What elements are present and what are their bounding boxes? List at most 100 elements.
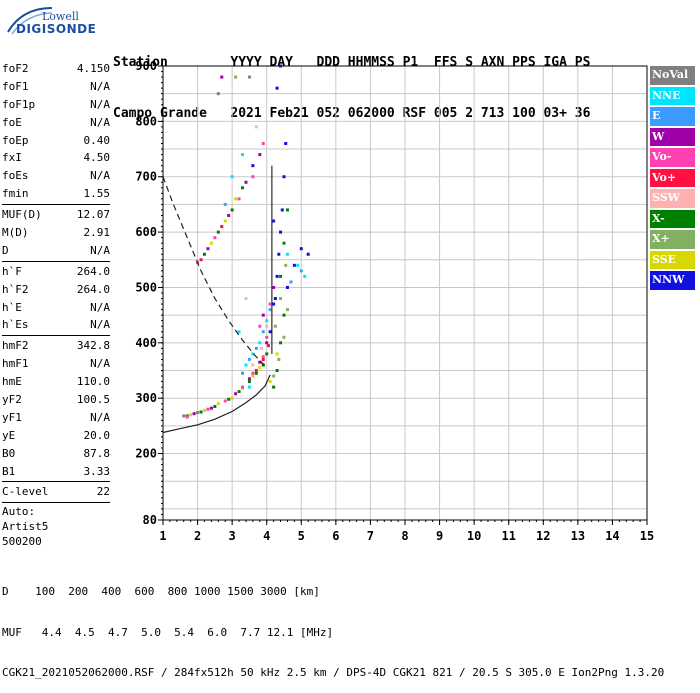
echo-point: [213, 405, 217, 408]
param-row: B0 87.8: [2, 445, 110, 463]
auto-line: Auto:: [2, 505, 36, 519]
muf-curve-dashed: [162, 176, 268, 369]
y-tick-label: 200: [135, 447, 157, 461]
echo-point: [216, 92, 220, 96]
param-name: foF2: [2, 62, 29, 75]
param-name: B1: [2, 464, 16, 478]
param-group-3: h`F 264.0 h`F2 264.0 h`E N/A h`Es N/A: [2, 263, 110, 335]
echo-point: [227, 213, 231, 217]
direction-legend: NoVal NNE E W Vo- Vo+ SSW X- X+ SSE NNW: [650, 66, 695, 292]
echo-point: [230, 175, 234, 179]
echo-point: [199, 410, 203, 414]
param-name: B0: [2, 446, 16, 460]
param-row: h`F2 264.0: [2, 281, 110, 299]
echo-point: [251, 164, 255, 168]
echo-point: [279, 64, 283, 68]
echo-point: [244, 180, 248, 184]
param-group-4: hmF2 342.8 hmF1 N/A hmE 110.0 yF2 100.5 yF1 N/A yE…: [2, 337, 110, 480]
param-name: h`E: [2, 300, 22, 314]
param-group-5: C-level 22: [2, 483, 110, 501]
x-tick-label: 3: [229, 529, 236, 543]
x-tick-label: 13: [571, 529, 585, 543]
param-value: N/A: [90, 300, 110, 314]
echo-point: [216, 230, 220, 234]
y-tick-label: 700: [135, 170, 157, 184]
echo-point: [182, 414, 186, 418]
param-group-2: MUF(D) 12.07 M(D) 2.91 D N/A: [2, 206, 110, 260]
param-row: fmin 1.55: [2, 185, 110, 203]
param-value: 100.5: [76, 393, 110, 407]
legend-entry: SSW: [650, 189, 695, 208]
param-value: N/A: [90, 357, 110, 371]
y-tick-label: 500: [135, 280, 157, 294]
echo-point: [285, 308, 289, 312]
echo-point: [272, 374, 276, 378]
echo-point: [206, 247, 210, 251]
echo-point: [275, 352, 279, 356]
echo-point: [241, 153, 245, 157]
echo-point: [216, 402, 220, 406]
echo-point: [258, 153, 262, 157]
echo-point: [275, 86, 279, 90]
echo-point: [279, 274, 283, 278]
echo-point: [247, 385, 251, 389]
param-row: B1 3.33: [2, 463, 110, 481]
echo-point: [227, 397, 231, 401]
echo-point: [261, 363, 265, 367]
y-tick-label: 600: [135, 225, 157, 239]
param-value: 87.8: [83, 446, 111, 460]
param-value: N/A: [90, 410, 110, 424]
ionogram-chart: 1 2 3 4 5 6 7 8 9 10 11 12 13 14 158020030040050060070…: [135, 59, 654, 543]
echo-point: [251, 175, 255, 179]
param-value: 12.07: [76, 208, 110, 222]
param-value: 264.0: [76, 282, 110, 296]
param-value: 0.40: [83, 133, 111, 147]
param-value: 110.0: [76, 375, 110, 389]
echo-point: [261, 313, 265, 317]
echo-point: [282, 335, 286, 339]
param-row: hmF1 N/A: [2, 355, 110, 373]
echo-point: [247, 377, 251, 381]
echo-point: [268, 308, 272, 312]
param-row: yF2 100.5: [2, 391, 110, 409]
param-name: h`F2: [2, 282, 29, 296]
x-tick-label: 2: [194, 529, 201, 543]
logo-line1: Lowell: [42, 10, 79, 23]
footer-file-info: CGK21_2021052062000.RSF / 284fx512h 50 k…: [2, 666, 665, 679]
echo-point: [254, 371, 258, 375]
echo-point: [282, 241, 286, 245]
echo-point: [223, 399, 227, 403]
param-row: hmF2 342.8: [2, 337, 110, 355]
legend-entry: X-: [650, 209, 695, 228]
x-tick-label: 9: [436, 529, 443, 543]
echo-point: [261, 142, 265, 146]
echo-point: [296, 263, 300, 267]
echo-point: [273, 297, 277, 301]
echo-point: [202, 252, 206, 256]
x-tick-label: 6: [332, 529, 339, 543]
footer-distance-row: D 100 200 400 600 800 1000 1500 3000 [km…: [2, 585, 320, 598]
param-row: foEp 0.40: [2, 132, 110, 150]
legend-entry: Vo-: [650, 148, 695, 167]
echo-point: [213, 236, 217, 240]
echo-point: [261, 355, 265, 359]
param-divider: [2, 204, 110, 206]
param-row: foE N/A: [2, 114, 110, 132]
param-row: fxI 4.50: [2, 149, 110, 167]
legend-entry: NNW: [650, 271, 695, 290]
echo-point: [254, 369, 258, 373]
param-name: foF1: [2, 79, 29, 93]
echo-point: [241, 186, 245, 190]
echo-point: [247, 357, 251, 361]
echo-point: [285, 285, 289, 289]
echo-point: [199, 258, 203, 262]
legend-entry: E: [650, 107, 695, 126]
y-tick-label: 400: [135, 336, 157, 350]
echo-point: [279, 341, 283, 345]
echo-point: [260, 346, 264, 350]
legend-entry: X+: [650, 230, 695, 249]
param-row: foF2 4.150: [2, 60, 110, 78]
param-row: yE 20.0: [2, 427, 110, 445]
echo-point: [265, 335, 269, 339]
echo-point: [234, 197, 238, 201]
